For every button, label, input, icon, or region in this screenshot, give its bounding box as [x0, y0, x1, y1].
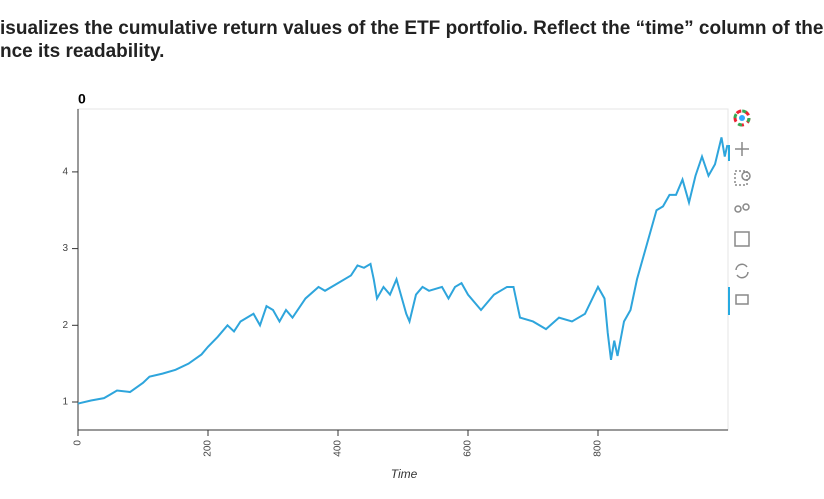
- x-tick-label: 200: [203, 440, 214, 457]
- intro-text: nce its readability.: [0, 41, 165, 62]
- data-line: [77, 137, 729, 405]
- intro-text: isualizes the cumulative return values o…: [0, 18, 824, 39]
- x-tick-label: 400: [333, 440, 344, 457]
- reset-tool[interactable]: [735, 263, 749, 279]
- hover-tool[interactable]: [735, 294, 749, 305]
- y-tick-label: 3: [62, 243, 68, 254]
- box-zoom-lens: [741, 171, 751, 181]
- plot-frame: [77, 108, 729, 431]
- y-tick-label: 2: [62, 320, 68, 331]
- active-indicator: [728, 145, 730, 161]
- box-zoom-tool[interactable]: [734, 170, 748, 186]
- x-axis-label: Time: [391, 467, 418, 481]
- x-tick-label: 0: [73, 440, 84, 446]
- toolbar: [728, 109, 751, 315]
- wheel-zoom-tool[interactable]: [734, 205, 742, 213]
- x-tick-label: 600: [463, 440, 474, 457]
- x-tick-label: 800: [593, 440, 604, 457]
- save-tool[interactable]: [734, 231, 750, 247]
- wheel-zoom-lens: [742, 203, 750, 211]
- pan-tool[interactable]: [735, 142, 749, 156]
- y-tick-label: 4: [62, 167, 68, 178]
- active-indicator: [728, 287, 730, 315]
- bokeh-logo[interactable]: [733, 109, 751, 127]
- y-tick-label: 1: [62, 397, 68, 408]
- chart-title: 0: [78, 91, 86, 107]
- logo-ring: [733, 109, 751, 127]
- logo-center: [739, 115, 745, 121]
